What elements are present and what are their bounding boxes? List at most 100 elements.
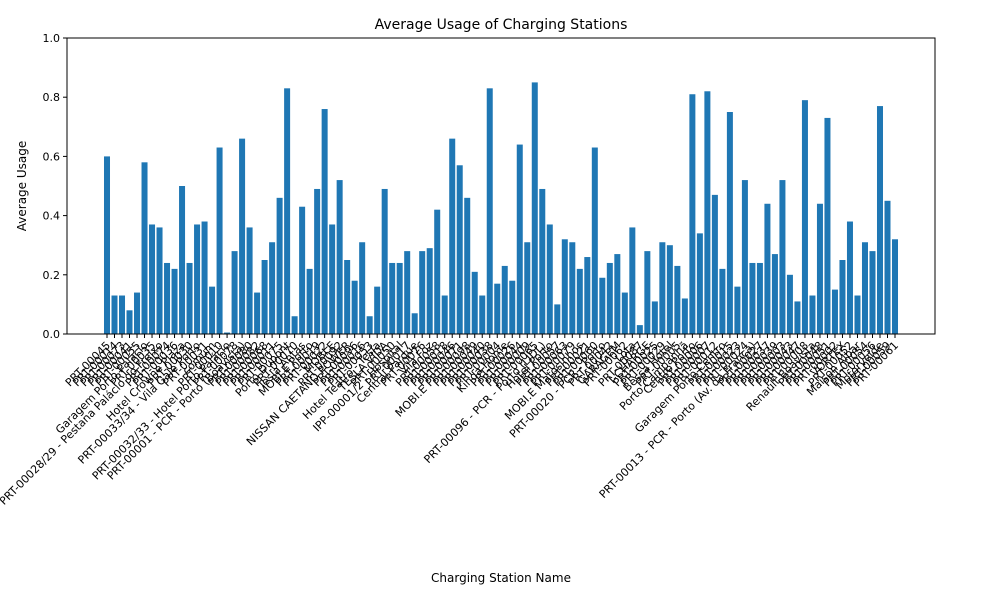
bar [569, 242, 576, 334]
bar [336, 180, 343, 334]
bar [464, 197, 471, 334]
bar [606, 262, 613, 334]
bar [276, 197, 283, 334]
bar [434, 209, 441, 334]
bar [269, 242, 276, 334]
bar [239, 138, 246, 334]
bar [209, 286, 216, 334]
bar [749, 262, 756, 334]
bar [531, 82, 538, 335]
bar [816, 203, 823, 334]
bar [381, 188, 388, 334]
bar [891, 239, 899, 334]
bar [103, 156, 111, 334]
bar [629, 227, 636, 334]
y-tick-label: 0.8 [43, 91, 61, 104]
bar [224, 332, 231, 334]
bar [636, 325, 643, 334]
bar [644, 251, 651, 334]
bar [494, 283, 501, 334]
bar [201, 221, 208, 334]
bar [261, 260, 268, 334]
y-tick-label: 0.4 [43, 210, 61, 223]
bar [149, 224, 156, 334]
bar [254, 292, 261, 334]
bar [846, 221, 853, 334]
bar [576, 268, 583, 334]
bar [119, 295, 126, 334]
y-axis-label: Average Usage [15, 141, 29, 231]
bar [524, 242, 531, 334]
bar [599, 277, 606, 334]
bar [719, 268, 726, 334]
bar [501, 265, 508, 334]
bar [831, 289, 838, 334]
bar [674, 265, 681, 334]
bar [471, 271, 478, 334]
bar [291, 316, 298, 334]
bar [726, 112, 733, 334]
bar [374, 286, 381, 334]
bar [389, 262, 396, 334]
y-tick-label: 1.0 [43, 32, 61, 45]
bar [479, 295, 486, 334]
bar [314, 188, 321, 334]
y-tick-label: 0.6 [43, 150, 61, 163]
bar [741, 180, 748, 334]
bar [164, 262, 171, 334]
bar [704, 91, 711, 334]
bar [441, 295, 448, 334]
bar [839, 260, 846, 334]
bar [141, 162, 148, 334]
bar [321, 109, 328, 334]
bar [171, 268, 178, 334]
bar [456, 165, 463, 334]
bar [861, 242, 868, 334]
bar [179, 186, 186, 334]
bar [591, 147, 598, 334]
bar [186, 262, 193, 334]
bar [194, 224, 201, 334]
bar [351, 280, 358, 334]
bar [126, 310, 133, 334]
bar [539, 188, 546, 334]
bar [156, 227, 163, 334]
bar [396, 262, 403, 334]
bar [366, 316, 373, 334]
bar [689, 94, 696, 335]
bar [419, 251, 426, 334]
bar [824, 117, 831, 334]
bar [614, 254, 621, 334]
y-tick-label: 0.0 [43, 328, 61, 341]
bar [561, 239, 568, 334]
plot-frame [66, 37, 936, 335]
bar [786, 274, 793, 334]
bar [246, 227, 253, 334]
bar [734, 286, 741, 334]
bar [111, 295, 118, 334]
chart-title: Average Usage of Charging Stations [375, 17, 628, 33]
bar [876, 106, 883, 334]
bar [681, 298, 688, 334]
bar [216, 147, 223, 334]
x-axis-label: Charging Station Name [431, 571, 571, 585]
bar [516, 144, 523, 334]
bar [666, 245, 673, 334]
bar [134, 292, 141, 334]
bar [659, 242, 666, 334]
bar [344, 260, 351, 334]
bar [651, 301, 658, 334]
bar [449, 138, 456, 334]
bar [584, 257, 591, 334]
bar [711, 194, 718, 334]
bar [756, 262, 763, 334]
bar [771, 254, 778, 334]
bar [869, 251, 876, 334]
bar [764, 203, 771, 334]
y-tick-label: 0.2 [43, 269, 61, 282]
bar [306, 268, 313, 334]
bar [801, 100, 808, 334]
bar [621, 292, 628, 334]
bar [794, 301, 801, 334]
bar [299, 206, 306, 334]
